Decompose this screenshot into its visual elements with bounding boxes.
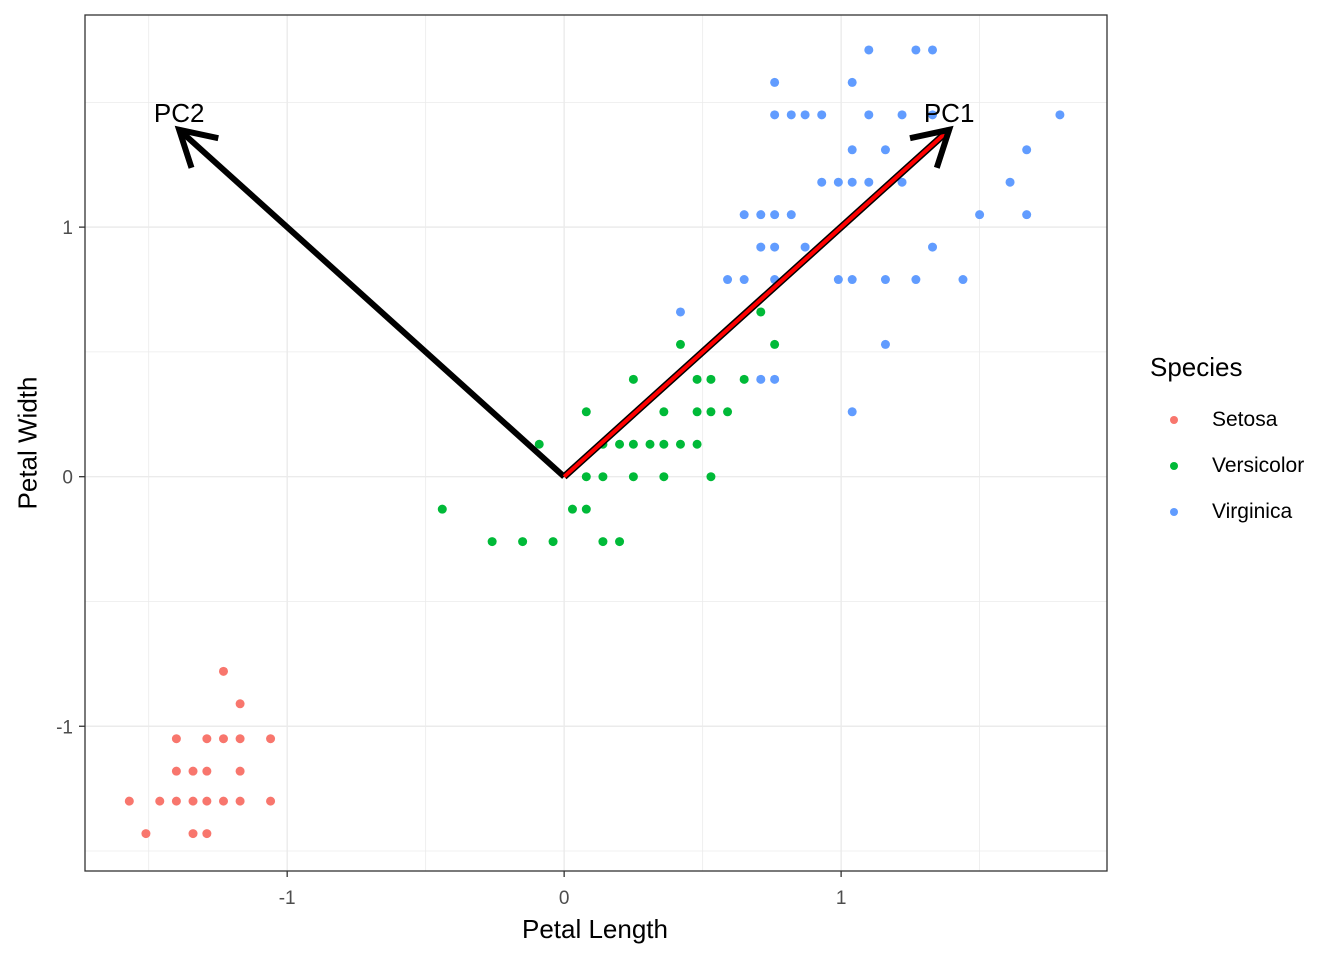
virginica-dot-icon xyxy=(1170,508,1178,516)
axis-ticks: -1 0 1 -1 0 1 xyxy=(56,218,846,909)
legend-item-virginica: Virginica xyxy=(1150,489,1304,535)
legend-item-versicolor: Versicolor xyxy=(1150,443,1304,489)
legend-item-setosa: Setosa xyxy=(1150,397,1304,443)
svg-text:-1: -1 xyxy=(56,717,73,738)
plot-panel-border xyxy=(84,14,1108,872)
svg-text:0: 0 xyxy=(559,888,570,909)
legend-label: Versicolor xyxy=(1212,454,1305,477)
legend: Species Setosa Versicolor Virginica xyxy=(1150,352,1304,535)
svg-text:PC1: PC1 xyxy=(924,98,975,128)
setosa-dot-icon xyxy=(1170,416,1178,424)
svg-text:0: 0 xyxy=(62,468,73,489)
legend-label: Setosa xyxy=(1212,408,1278,431)
pc-arrows: PC2 PC1 xyxy=(154,98,975,480)
legend-title: Species xyxy=(1150,352,1243,382)
grid-lines xyxy=(85,15,1107,871)
svg-text:1: 1 xyxy=(836,888,847,909)
svg-text:1: 1 xyxy=(62,218,73,239)
versicolor-dot-icon xyxy=(1170,462,1178,470)
svg-text:PC2: PC2 xyxy=(154,98,205,128)
x-axis-title: Petal Length xyxy=(521,914,668,944)
legend-label: Virginica xyxy=(1212,500,1293,523)
svg-text:-1: -1 xyxy=(279,888,296,909)
y-axis-title: Petal Width xyxy=(12,376,43,510)
data-points xyxy=(124,45,1065,839)
